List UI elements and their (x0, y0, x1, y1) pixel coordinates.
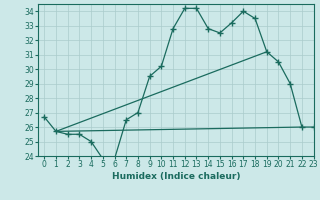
X-axis label: Humidex (Indice chaleur): Humidex (Indice chaleur) (112, 172, 240, 181)
